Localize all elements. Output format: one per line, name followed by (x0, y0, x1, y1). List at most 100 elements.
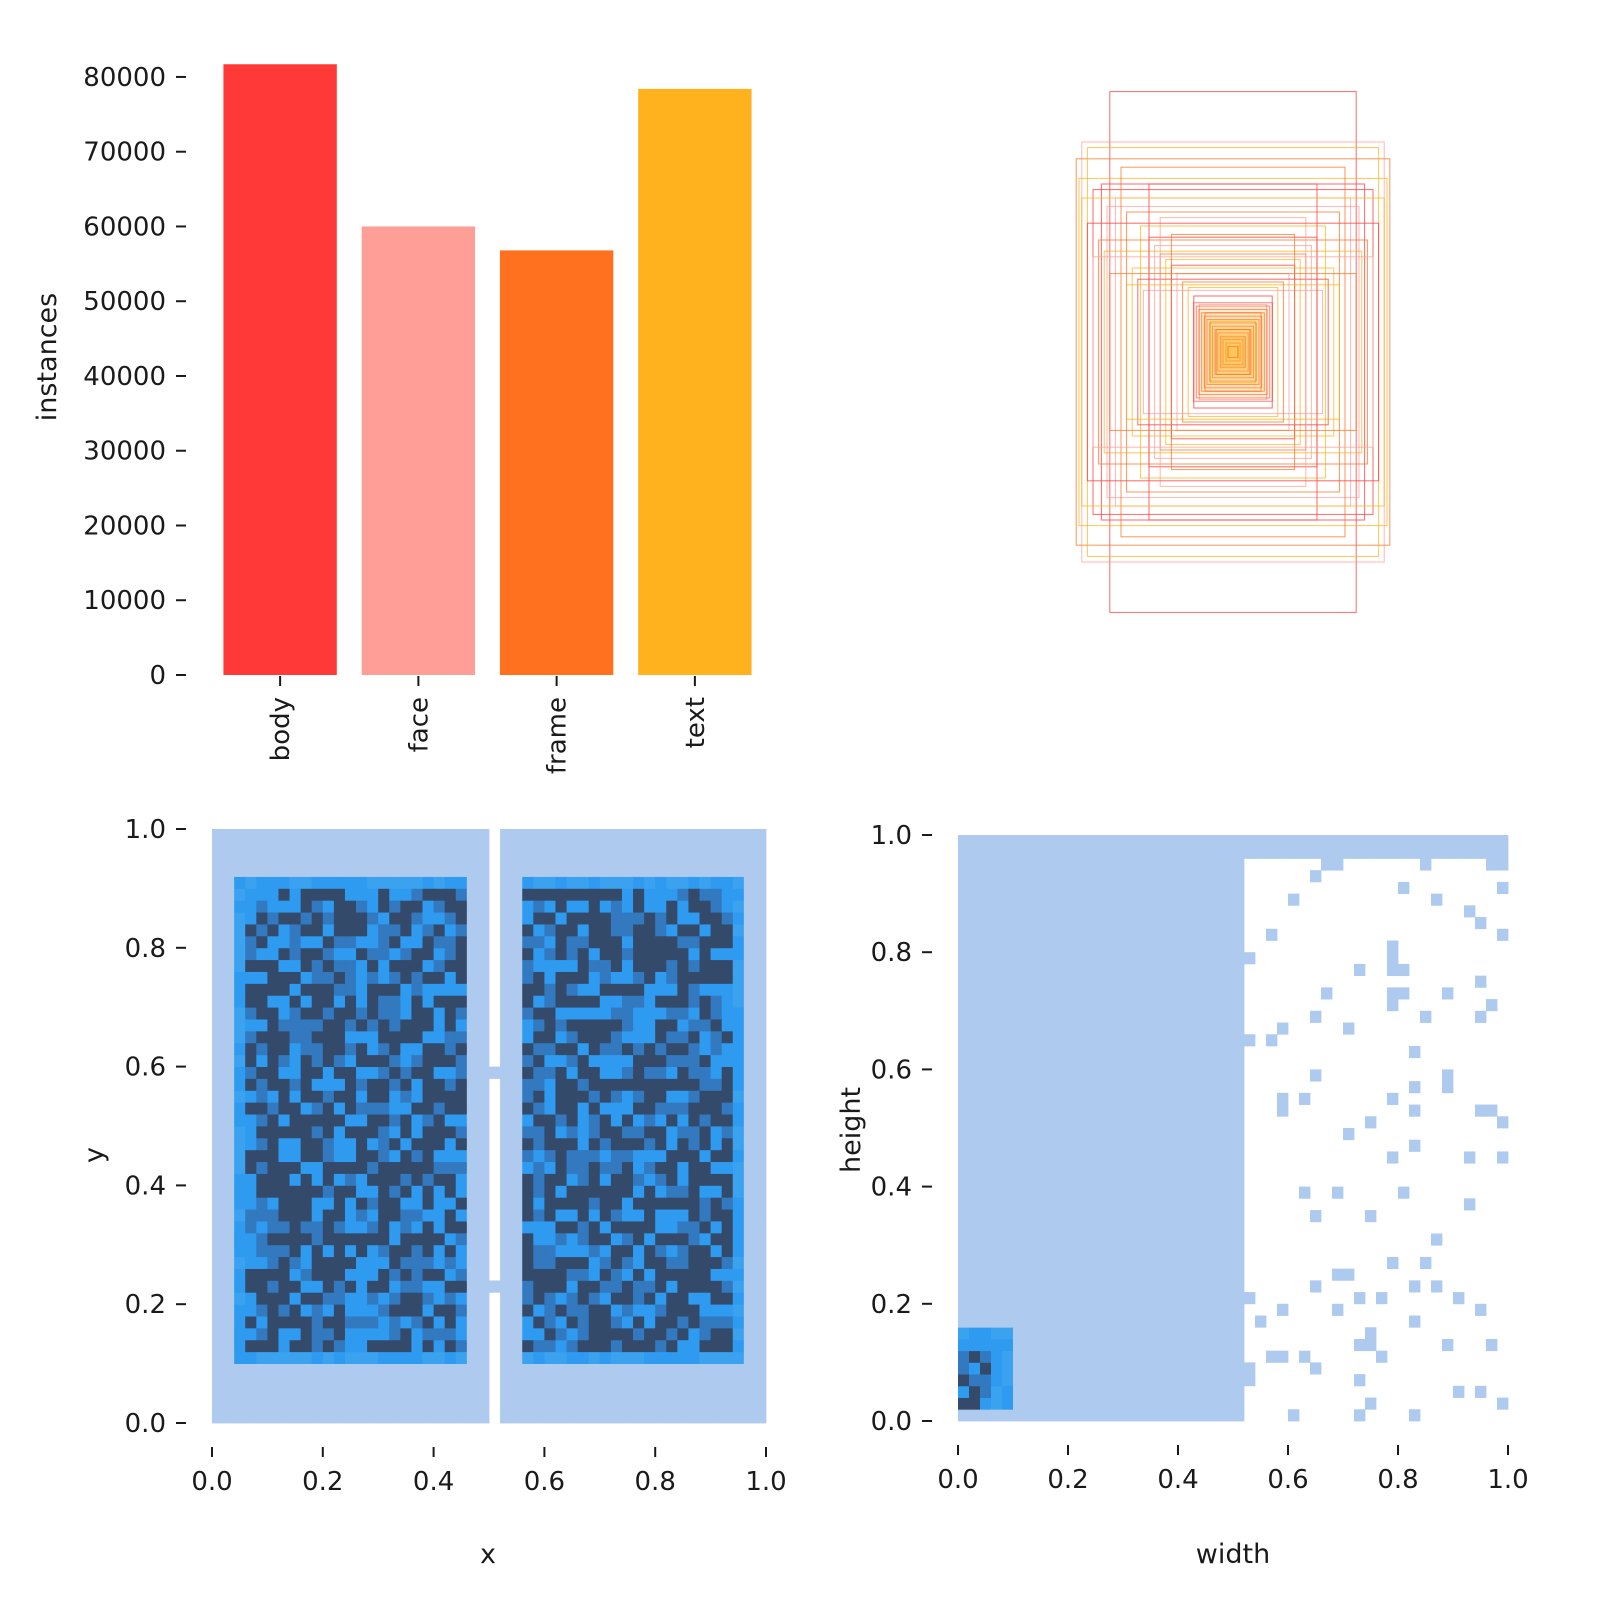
xy-cell (533, 971, 545, 984)
wh-cell (1145, 928, 1157, 941)
wh-cell (1035, 917, 1047, 930)
xy-cell (688, 924, 700, 937)
wh-cell (1090, 1081, 1102, 1094)
xy-cell (278, 1339, 290, 1353)
xy-cell (455, 1244, 468, 1258)
xy-cell (688, 947, 700, 961)
xy-cell (322, 1078, 335, 1091)
xy-cell (300, 1268, 313, 1281)
xy-cell (278, 912, 290, 925)
wh-cell (1398, 1186, 1410, 1199)
wh-cell (1288, 1409, 1300, 1422)
wh-cell (1090, 1350, 1102, 1363)
xy-cell (633, 1185, 645, 1198)
xy-cell (234, 1102, 246, 1115)
xy-cell (666, 995, 678, 1008)
wh-cell (991, 940, 1003, 953)
wh-cell (1112, 1069, 1124, 1082)
xy-cell (466, 876, 479, 889)
wh-cell (1024, 1221, 1036, 1234)
xy-cell (455, 1066, 468, 1079)
wh-cell (1134, 1221, 1146, 1234)
xy-cell (544, 1256, 556, 1269)
xy-cell (333, 1030, 346, 1044)
xy-cell (212, 959, 224, 972)
xy-cell (333, 1304, 346, 1317)
xy-cell (533, 1209, 545, 1222)
wh-cell (1002, 1045, 1014, 1059)
xy-cell (411, 1161, 423, 1174)
overlay-box-core (1209, 322, 1257, 382)
xy-cell (411, 1185, 423, 1198)
wh-cell (1112, 870, 1124, 883)
xy-cell (511, 947, 523, 961)
xy-cell (444, 1197, 457, 1210)
xy-cell (721, 1007, 734, 1020)
wh-cell (1101, 1057, 1113, 1070)
wh-cell (1156, 940, 1168, 953)
wh-cell (1090, 1385, 1102, 1398)
xy-cell (677, 1185, 689, 1198)
wh-cell (1211, 1163, 1223, 1176)
xy-cell (256, 1149, 268, 1163)
xy-cell (466, 1161, 479, 1174)
wh-cell (1112, 1350, 1124, 1363)
wh-cell (1288, 846, 1300, 859)
wh-cell (1123, 1174, 1135, 1187)
xy-cell (610, 1387, 623, 1400)
xy-cell (234, 1209, 246, 1222)
xy-cell (378, 1149, 390, 1163)
wh-cell (991, 1221, 1003, 1234)
xy-cell (555, 1375, 567, 1388)
xy-cell (666, 1126, 678, 1139)
wh-cell (1167, 1327, 1179, 1340)
wh-cell (1178, 858, 1190, 871)
xy-cell (267, 1007, 279, 1020)
xy-cell (234, 971, 246, 984)
xy-cell (644, 1054, 656, 1067)
xy-cell (433, 1304, 446, 1317)
xy-cell (699, 924, 711, 937)
wh-cell (1156, 999, 1168, 1012)
overlay-box (1140, 225, 1326, 479)
xy-cell (444, 1375, 457, 1388)
xy-cell (223, 959, 235, 972)
wh-cell (1123, 1116, 1135, 1129)
xy-cell (610, 947, 623, 961)
xy-cell (333, 1256, 346, 1269)
xy-cell (455, 840, 468, 854)
xy-cell (754, 971, 767, 984)
xy-cell (444, 1268, 457, 1281)
wh-cell (1112, 1221, 1124, 1234)
wh-cell (1145, 999, 1157, 1012)
xy-cell (743, 1244, 756, 1258)
wh-cell (1222, 1104, 1234, 1117)
xy-cell (389, 1363, 401, 1376)
xy-cell (356, 1054, 368, 1067)
wh-cell (1211, 846, 1223, 859)
wh-cell (1057, 1268, 1069, 1281)
xy-cell (644, 1304, 656, 1317)
wh-cell (980, 1198, 992, 1211)
xy-cell (256, 1197, 268, 1210)
xy-cell (633, 1351, 645, 1364)
xy-cell (610, 900, 623, 913)
xy-cell (400, 1280, 412, 1293)
wh-cell (1332, 858, 1344, 871)
wh-cell (969, 1022, 981, 1035)
xy-cell (511, 1197, 523, 1210)
wh-cell (969, 1256, 981, 1270)
xy-cell (544, 1161, 556, 1174)
wh-cell (1123, 870, 1135, 883)
xy-cell (367, 1304, 379, 1317)
wh-cell (1035, 881, 1047, 894)
wh-cell (1101, 1151, 1113, 1164)
wh-cell (1101, 928, 1113, 941)
wh-cell (1387, 940, 1399, 953)
xy-cell (477, 1090, 490, 1103)
xy-cell (633, 852, 645, 866)
xy-cell (610, 1256, 623, 1269)
xy-cell (400, 1316, 412, 1329)
xy-cell (477, 876, 490, 889)
wh-cell (1233, 1045, 1245, 1059)
